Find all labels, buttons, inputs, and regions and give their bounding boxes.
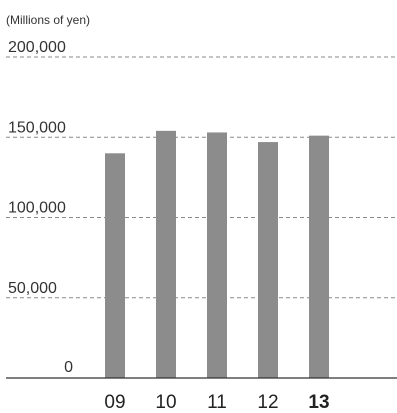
x-category-label-10: 10 bbox=[155, 392, 176, 413]
bar-11 bbox=[207, 132, 227, 378]
y-tick-label: 0 bbox=[64, 359, 73, 376]
y-tick-label: 200,000 bbox=[8, 39, 66, 56]
x-category-label-13: 13 bbox=[308, 392, 329, 413]
bar-10 bbox=[156, 130, 176, 378]
x-category-label-12: 12 bbox=[257, 392, 278, 413]
y-tick-label: 50,000 bbox=[8, 280, 57, 297]
gridlines bbox=[6, 56, 397, 299]
bar-09 bbox=[105, 153, 125, 378]
unit-label: (Millions of yen) bbox=[6, 13, 90, 27]
y-axis-tick-labels: 0 50,000 100,000 150,000 200,000 bbox=[8, 39, 73, 376]
bar-13 bbox=[309, 135, 329, 378]
x-category-label-11: 11 bbox=[207, 392, 227, 413]
x-axis-category-labels: 09 10 11 12 13 bbox=[104, 392, 329, 413]
y-tick-label: 100,000 bbox=[8, 200, 66, 217]
bars bbox=[105, 130, 329, 378]
x-category-label-09: 09 bbox=[104, 392, 125, 413]
bar-12 bbox=[258, 142, 278, 378]
y-tick-label: 150,000 bbox=[8, 119, 66, 136]
